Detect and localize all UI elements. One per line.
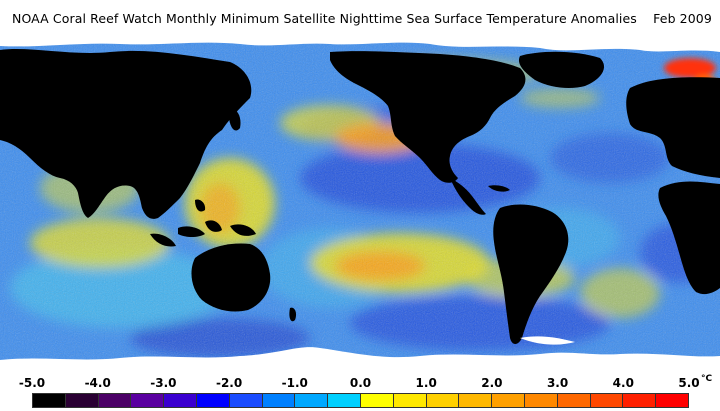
colorbar-swatch — [65, 394, 99, 407]
africa — [658, 181, 720, 295]
colorbar-tick-label: 4.0 — [612, 376, 634, 390]
colorbar-unit: °C — [701, 374, 713, 384]
colorbar-swatch — [393, 394, 427, 407]
colorbar-swatch — [426, 394, 460, 407]
colorbar-tick-label: -3.0 — [150, 376, 177, 390]
map-title: NOAA Coral Reef Watch Monthly Minimum Sa… — [12, 11, 712, 26]
colorbar-swatch — [262, 394, 296, 407]
south-america — [493, 204, 569, 344]
colorbar-tick-label: 3.0 — [546, 376, 569, 390]
colorbar-tick-label: -1.0 — [281, 376, 308, 390]
colorbar-swatch — [33, 394, 66, 407]
colorbar — [32, 393, 689, 408]
colorbar-tick-label: -2.0 — [215, 376, 243, 390]
colorbar-swatch — [98, 394, 132, 407]
sst-anomaly-map — [0, 38, 720, 372]
colorbar-swatch — [229, 394, 263, 407]
colorbar-swatch — [360, 394, 394, 407]
colorbar-tick-label: 0.0 — [349, 376, 372, 390]
colorbar-swatch — [328, 394, 361, 407]
arctic-ice — [0, 38, 720, 52]
asia — [0, 49, 252, 219]
colorbar-tick-label: 1.0 — [415, 376, 437, 390]
land-masses — [0, 38, 720, 372]
colorbar-swatch — [492, 394, 525, 407]
colorbar-swatch — [656, 394, 688, 407]
colorbar-swatch — [524, 394, 558, 407]
europe — [626, 77, 720, 178]
colorbar-swatch — [131, 394, 165, 407]
colorbar-swatch — [623, 394, 657, 407]
colorbar-swatch — [196, 394, 230, 407]
colorbar-swatch — [164, 394, 197, 407]
colorbar-tick-label: 2.0 — [481, 376, 503, 390]
colorbar-swatch — [459, 394, 493, 407]
colorbar-swatch — [295, 394, 329, 407]
north-america — [330, 51, 526, 183]
antarctica — [0, 347, 720, 372]
greenland — [518, 51, 605, 88]
colorbar-tick-label: -5.0 — [18, 376, 46, 390]
colorbar-tick-label: 5.0 — [678, 376, 700, 390]
colorbar-ticks: -5.0 -4.0 -3.0 -2.0 -1.0 0.0 1.0 2.0 3.0 4.0 5.0 °C — [0, 374, 720, 392]
colorbar-swatch — [557, 394, 591, 407]
australia — [191, 243, 271, 312]
colorbar-tick-label: -4.0 — [84, 376, 111, 390]
colorbar-swatch — [590, 394, 624, 407]
